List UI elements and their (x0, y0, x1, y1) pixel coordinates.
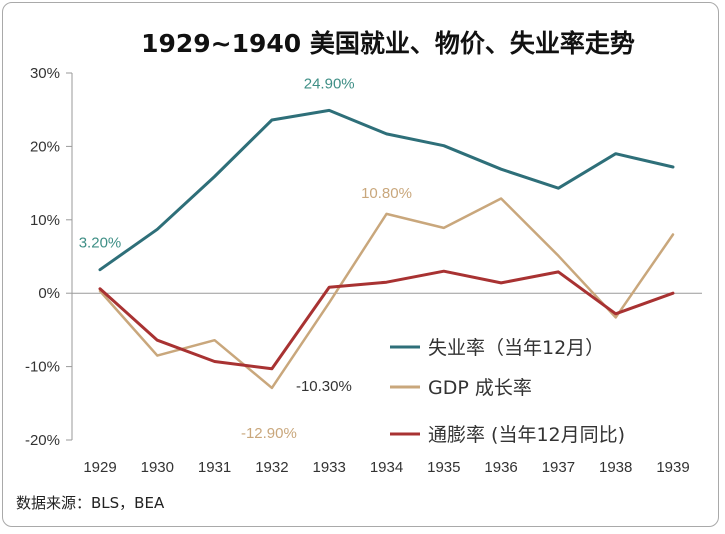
y-tick-label: 20% (30, 138, 60, 155)
data-labels: 24.90% 3.20% 10.80% -12.90% -10.30% (79, 75, 412, 441)
x-tick-label: 1931 (198, 459, 231, 476)
legend-label: 通膨率 (当年12月同比) (428, 424, 625, 446)
chart-title: 1929~1940 美国就业、物价、失业率走势 (141, 29, 635, 58)
chart-border (2, 2, 719, 527)
x-tick-label: 1935 (427, 459, 460, 476)
legend-label: 失业率（当年12月） (428, 337, 604, 359)
data-label: 10.80% (361, 185, 412, 202)
series-line-2 (98, 197, 675, 390)
data-label: -12.90% (241, 425, 297, 442)
x-tick-label: 1933 (313, 459, 346, 476)
y-tick-label: -10% (25, 359, 60, 376)
x-tick-label: 1937 (542, 459, 575, 476)
data-label: -10.30% (296, 378, 352, 395)
data-label: 3.20% (79, 235, 122, 252)
y-tick-label: 0% (38, 285, 60, 302)
series-line-3 (98, 269, 675, 371)
x-tick-label: 1936 (484, 459, 517, 476)
axes: 30% 20% 10% 0% -10% -20% 1929 1930 1931 1932 1933 1… (25, 65, 702, 476)
y-tick-label: 30% (30, 65, 60, 82)
x-tick-label: 1939 (656, 459, 689, 476)
x-tick-label: 1934 (370, 459, 403, 476)
series-lines (98, 108, 675, 390)
legend-label: GDP 成长率 (428, 377, 532, 399)
x-tick-label: 1932 (255, 459, 288, 476)
y-tick-label: 10% (30, 212, 60, 229)
x-tick-label: 1929 (83, 459, 116, 476)
x-tick-label: 1930 (141, 459, 174, 476)
x-tick-label: 1938 (599, 459, 632, 476)
series-line-1 (98, 108, 675, 272)
y-tick-label: -20% (25, 432, 60, 449)
data-label: 24.90% (304, 75, 355, 92)
source-note: 数据来源：BLS，BEA (16, 494, 165, 512)
